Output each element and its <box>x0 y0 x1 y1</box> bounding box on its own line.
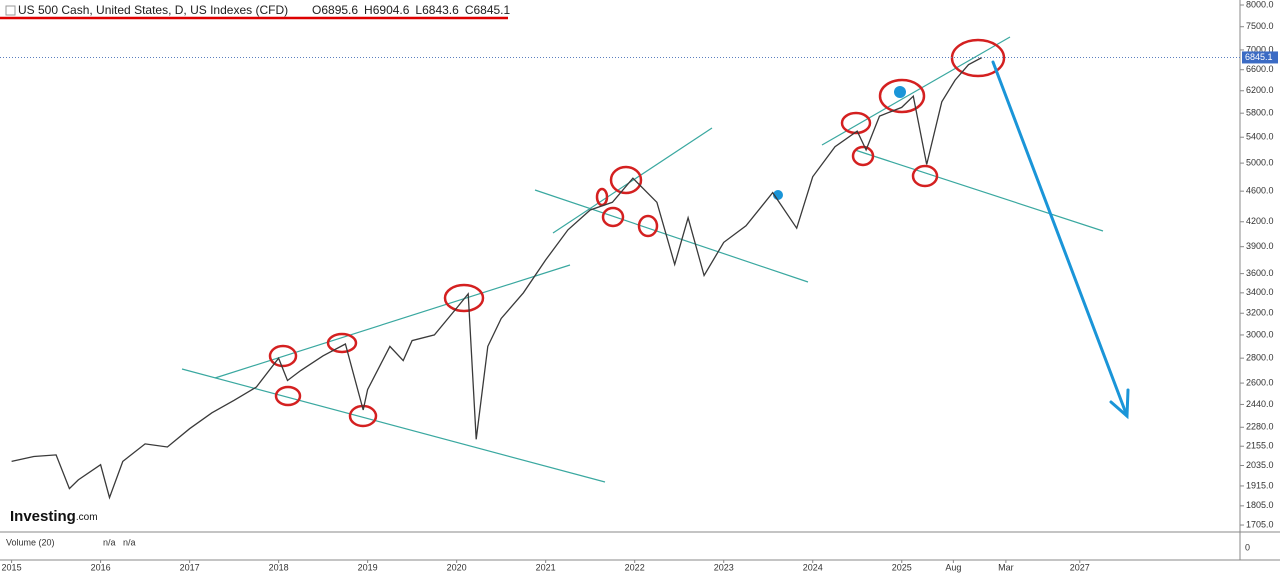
ohlc-item: C6845.1 <box>465 3 511 17</box>
highlight-circle <box>348 404 378 428</box>
highlight-circle <box>840 111 872 135</box>
y-tick-label: 2440.0 <box>1246 399 1274 409</box>
x-tick-label: 2015 <box>2 562 22 572</box>
y-tick-label: 7500.0 <box>1246 21 1274 31</box>
last-price-label: 6845.1 <box>1245 52 1273 62</box>
volume-label: Volume (20) <box>6 537 55 547</box>
y-tick-label: 1915.0 <box>1246 480 1274 490</box>
x-tick-label: 2020 <box>447 562 467 572</box>
volume-value: n/a <box>103 537 116 547</box>
highlight-circle <box>878 78 926 114</box>
highlight-circle <box>911 164 939 188</box>
x-tick-label: 2025 <box>892 562 912 572</box>
volume-value: n/a <box>123 537 136 547</box>
trendline <box>181 368 606 483</box>
y-tick-label: 7000.0 <box>1246 44 1274 54</box>
y-tick-label: 2035.0 <box>1246 460 1274 470</box>
ohlc-label: O <box>312 3 321 17</box>
ohlc-values: O6895.6 H6904.6 L6843.6 C6845.1 <box>312 3 511 17</box>
x-tick-label: 2021 <box>536 562 556 572</box>
ohlc-item: H6904.6 <box>364 3 410 17</box>
watermark-brand: Investing <box>10 508 76 525</box>
x-tick-label: 2018 <box>269 562 289 572</box>
highlight-circle <box>443 283 485 313</box>
y-tick-label: 4200.0 <box>1246 216 1274 226</box>
highlight-circle <box>326 332 358 354</box>
price-line <box>11 56 983 500</box>
ohlc-value: 6845.1 <box>473 3 510 17</box>
forecast-arrow <box>991 60 1129 418</box>
ohlc-item: O6895.6 <box>312 3 358 17</box>
y-tick-label: 5400.0 <box>1246 132 1274 142</box>
ohlc-label: L <box>415 3 422 17</box>
x-tick-label: 2019 <box>358 562 378 572</box>
y-tick-label: 3000.0 <box>1246 329 1274 339</box>
chart-title: US 500 Cash, United States, D, US Indexe… <box>18 3 288 17</box>
y-tick-label: 5800.0 <box>1246 108 1274 118</box>
y-tick-label: 2600.0 <box>1246 377 1274 387</box>
x-tick-label: 2027 <box>1070 562 1090 572</box>
watermark-suffix: .com <box>76 512 98 523</box>
y-tick-label: 3600.0 <box>1246 268 1274 278</box>
ohlc-item: L6843.6 <box>415 3 459 17</box>
y-tick-label: 1805.0 <box>1246 500 1274 510</box>
ohlc-value: 6843.6 <box>422 3 459 17</box>
annotations <box>181 36 1130 483</box>
x-tick-label: 2016 <box>91 562 111 572</box>
highlight-circle <box>609 165 643 195</box>
trendline <box>552 127 713 234</box>
y-tick-label: 3900.0 <box>1246 241 1274 251</box>
trendline <box>534 189 809 283</box>
ohlc-value: 6904.6 <box>373 3 410 17</box>
arrow-head <box>1109 388 1130 420</box>
ohlc-label: C <box>465 3 474 17</box>
highlight-circle <box>601 206 625 228</box>
x-tick-label: 2022 <box>625 562 645 572</box>
x-tick-label: 2024 <box>803 562 823 572</box>
volume-tick-label: 0 <box>1245 542 1250 552</box>
y-tick-label: 5000.0 <box>1246 157 1274 167</box>
y-tick-label: 6600.0 <box>1246 64 1274 74</box>
highlight-circle <box>950 38 1006 78</box>
y-tick-label: 3200.0 <box>1246 308 1274 318</box>
x-tick-label: Aug <box>945 562 961 572</box>
last-price-badge <box>1242 51 1278 64</box>
x-tick-label: Mar <box>998 562 1014 572</box>
ohlc-value: 6895.6 <box>321 3 358 17</box>
trendline <box>854 149 1104 232</box>
highlight-circle <box>595 187 609 207</box>
y-tick-label: 6200.0 <box>1246 85 1274 95</box>
watermark: Investing.com <box>10 508 98 525</box>
y-tick-label: 3400.0 <box>1246 287 1274 297</box>
trendline <box>821 36 1011 146</box>
y-tick-label: 2800.0 <box>1246 353 1274 363</box>
x-tick-label: 2017 <box>180 562 200 572</box>
y-tick-label: 1705.0 <box>1246 519 1274 529</box>
highlight-circle <box>274 385 302 407</box>
y-tick-label: 8000.0 <box>1246 0 1274 9</box>
trendline <box>214 264 571 379</box>
y-tick-label: 2280.0 <box>1246 422 1274 432</box>
highlight-circle <box>268 344 298 368</box>
x-tick-label: 2023 <box>714 562 734 572</box>
event-marker <box>894 86 906 98</box>
y-tick-label: 2155.0 <box>1246 441 1274 451</box>
collapse-icon[interactable] <box>5 5 16 16</box>
ohlc-label: H <box>364 3 373 17</box>
y-tick-label: 4600.0 <box>1246 186 1274 196</box>
highlight-circle <box>637 214 659 238</box>
highlight-circle <box>851 145 875 167</box>
